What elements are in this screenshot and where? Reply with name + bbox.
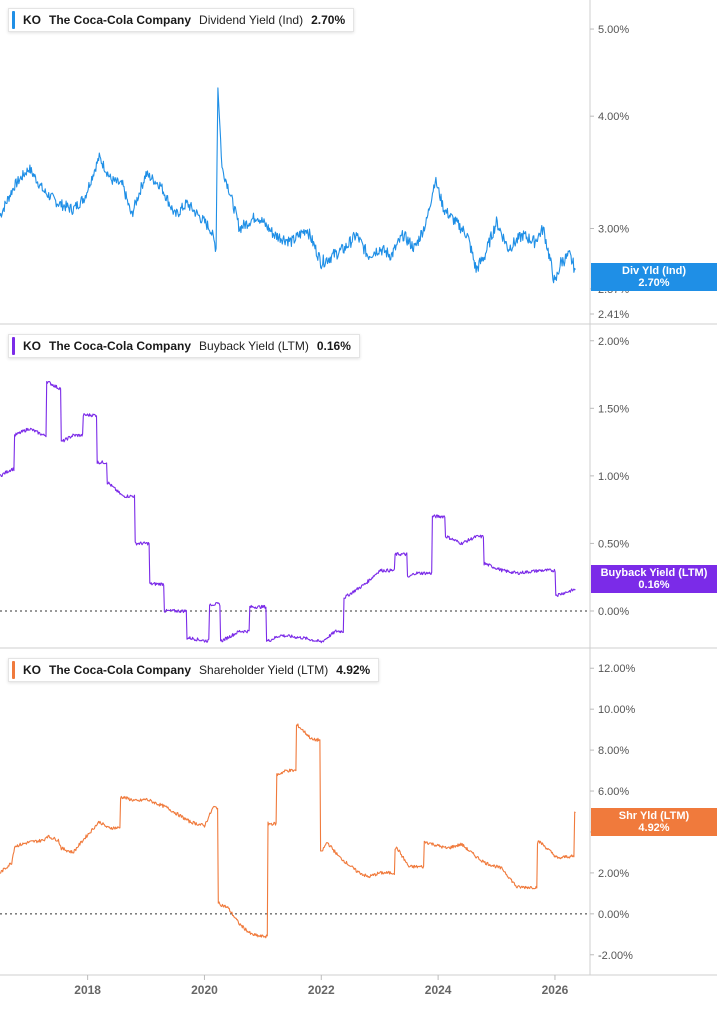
y-tick-label: 2.00%	[598, 868, 629, 880]
legend-value: 4.92%	[336, 663, 371, 677]
y-tick-label: 6.00%	[598, 786, 629, 798]
legend-metric: Shareholder Yield (LTM)	[199, 663, 329, 677]
y-tick-label: 1.50%	[598, 403, 629, 415]
badge-label: Shr Yld (LTM)	[618, 810, 690, 822]
y-tick-label: -2.00%	[598, 950, 633, 962]
legend-company: The Coca-Cola Company	[49, 663, 192, 677]
legend-ticker: KO	[23, 13, 41, 27]
x-tick-label: 2018	[74, 983, 101, 997]
y-tick-label: 0.50%	[598, 538, 629, 550]
y-tick-label: 10.00%	[598, 704, 636, 716]
legend-metric: Dividend Yield (Ind)	[199, 13, 304, 27]
badge-label: Div Yld (Ind)	[622, 265, 686, 277]
legend-dividend-yield[interactable]: KO The Coca-Cola Company Dividend Yield …	[8, 8, 355, 32]
y-tick-label: 12.00%	[598, 663, 636, 675]
y-tick-label: 3.00%	[598, 223, 629, 235]
badge-label: Buyback Yield (LTM)	[600, 567, 708, 579]
badge-value: 2.70%	[638, 277, 670, 289]
legend-value: 2.70%	[311, 13, 346, 27]
dividend-series-line	[0, 87, 576, 284]
x-tick-label: 2020	[191, 983, 218, 997]
dividend-value-badge: Div Yld (Ind) 2.70%	[591, 263, 717, 291]
series-swatch	[12, 661, 15, 679]
legend-company: The Coca-Cola Company	[49, 339, 192, 353]
y-tick-label: 0.00%	[598, 909, 629, 921]
x-tick-label: 2022	[308, 983, 335, 997]
legend-metric: Buyback Yield (LTM)	[199, 339, 309, 353]
shareholder-series-line	[0, 723, 576, 939]
series-swatch	[12, 11, 15, 29]
legend-company: The Coca-Cola Company	[49, 13, 192, 27]
y-tick-label: 8.00%	[598, 745, 629, 757]
y-tick-label: 1.00%	[598, 471, 629, 483]
buyback-series-line	[0, 380, 576, 644]
y-tick-label: 2.00%	[598, 336, 629, 348]
badge-value: 0.16%	[638, 579, 670, 591]
y-tick-label: 4.00%	[598, 111, 629, 123]
legend-ticker: KO	[23, 663, 41, 677]
x-tick-label: 2026	[542, 983, 569, 997]
y-tick-label: 5.00%	[598, 24, 629, 36]
badge-value: 4.92%	[638, 822, 670, 834]
legend-value: 0.16%	[316, 339, 351, 353]
y-tick-label: 2.41%	[598, 309, 629, 321]
x-tick-label: 2024	[425, 983, 452, 997]
series-swatch	[12, 337, 15, 355]
legend-shareholder-yield[interactable]: KO The Coca-Cola Company Shareholder Yie…	[8, 658, 380, 682]
legend-buyback-yield[interactable]: KO The Coca-Cola Company Buyback Yield (…	[8, 334, 360, 358]
buyback-value-badge: Buyback Yield (LTM) 0.16%	[591, 565, 717, 593]
shareholder-value-badge: Shr Yld (LTM) 4.92%	[591, 808, 717, 836]
legend-ticker: KO	[23, 339, 41, 353]
y-tick-label: 0.00%	[598, 606, 629, 618]
